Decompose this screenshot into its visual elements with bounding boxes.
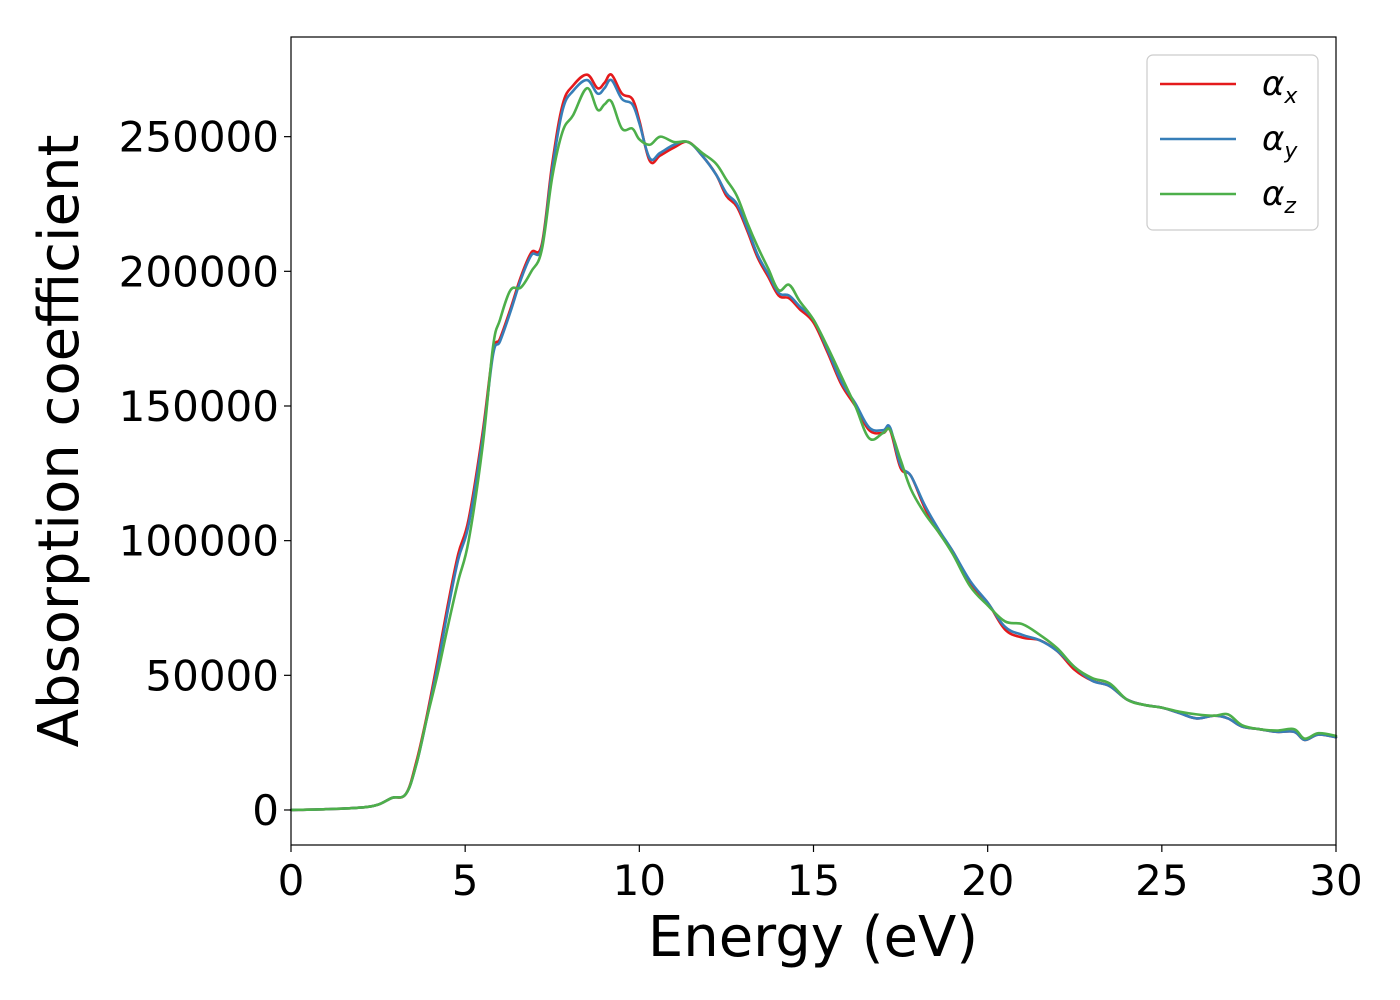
x-tick-label: 0 <box>278 856 305 905</box>
y-axis-label: Absorption coefficient <box>27 135 92 748</box>
x-tick-label: 15 <box>787 856 840 905</box>
series-line-z <box>289 86 1338 812</box>
legend-label-z: αz <box>1262 174 1296 219</box>
y-tick-label: 200000 <box>119 247 279 296</box>
y-axis: 0 50000 100000 150000 200000 250000 <box>119 113 291 835</box>
y-tick-label: 250000 <box>119 113 279 162</box>
y-tick-label: 100000 <box>119 517 279 566</box>
x-axis: 0 5 10 15 20 25 30 <box>278 845 1363 905</box>
legend-label-subscript: x <box>1283 84 1298 109</box>
y-tick-label: 50000 <box>145 651 279 700</box>
y-tick-label: 0 <box>252 786 279 835</box>
y-tick-label: 150000 <box>119 382 279 431</box>
plot-lines <box>289 73 1338 812</box>
x-tick-label: 30 <box>1309 856 1362 905</box>
x-tick-label: 10 <box>613 856 666 905</box>
legend-label-base: α <box>1262 119 1284 159</box>
x-tick-label: 25 <box>1135 856 1188 905</box>
x-tick-label: 5 <box>452 856 479 905</box>
x-axis-label: Energy (eV) <box>648 905 978 970</box>
x-tick-label: 20 <box>961 856 1014 905</box>
legend-label-x: αx <box>1262 64 1298 109</box>
legend-label-subscript: y <box>1283 139 1298 164</box>
legend-label-y: αy <box>1262 119 1298 164</box>
legend-box <box>1146 54 1319 231</box>
legend-label-base: α <box>1262 174 1284 214</box>
legend-label-subscript: z <box>1283 194 1296 219</box>
legend-label-base: α <box>1262 64 1284 104</box>
